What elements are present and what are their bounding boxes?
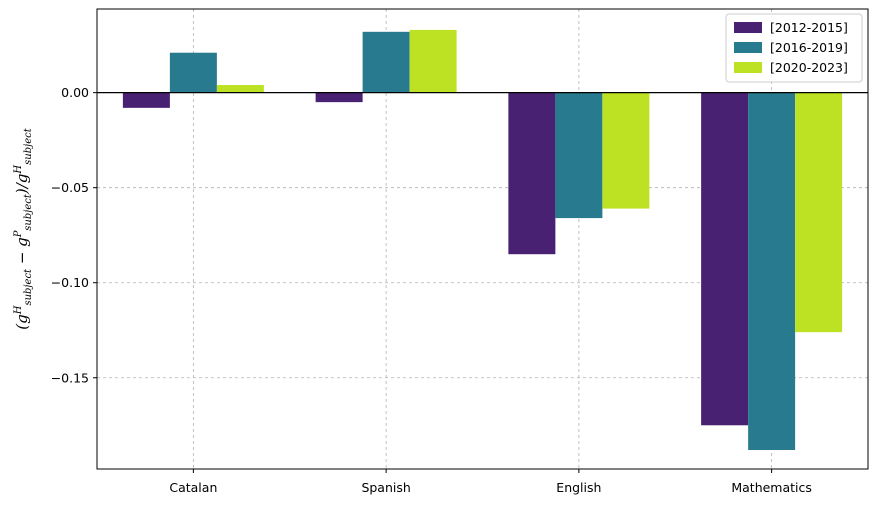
bar: [555, 92, 603, 219]
bars: [122, 29, 843, 450]
y-axis-title: (gHsubject − gPsubject)/gHsubject: [13, 127, 34, 329]
y-tick-label: 0.00: [61, 85, 89, 100]
x-tick-label: Spanish: [361, 480, 410, 495]
y-tick-label: −0.05: [51, 180, 89, 195]
bar: [602, 92, 650, 209]
x-tick-label: Catalan: [169, 480, 217, 495]
plot-frame: [96, 8, 869, 470]
x-axis: Catalan Spanish English Mathematics: [169, 469, 812, 495]
bar: [216, 85, 264, 93]
x-tick-label: Mathematics: [731, 480, 812, 495]
bar: [169, 52, 217, 93]
legend-label: [2012-2015]: [770, 20, 848, 35]
bar: [795, 92, 843, 333]
y-axis: 0.00 −0.05 −0.10 −0.15: [51, 85, 97, 385]
bar: [315, 92, 363, 103]
legend-swatch: [734, 42, 762, 53]
y-tick-label: −0.15: [51, 370, 89, 385]
legend-label: [2016-2019]: [770, 40, 848, 55]
bar: [701, 92, 749, 426]
y-tick-label: −0.10: [51, 275, 89, 290]
bar: [508, 92, 556, 255]
legend-label: [2020-2023]: [770, 60, 848, 75]
legend-swatch: [734, 22, 762, 33]
bar: [122, 92, 170, 108]
bar: [748, 92, 796, 450]
legend: [2012-2015] [2016-2019] [2020-2023]: [725, 13, 863, 83]
bar: [409, 29, 457, 93]
legend-swatch: [734, 62, 762, 73]
x-tick-label: English: [556, 480, 601, 495]
bar: [362, 31, 410, 93]
